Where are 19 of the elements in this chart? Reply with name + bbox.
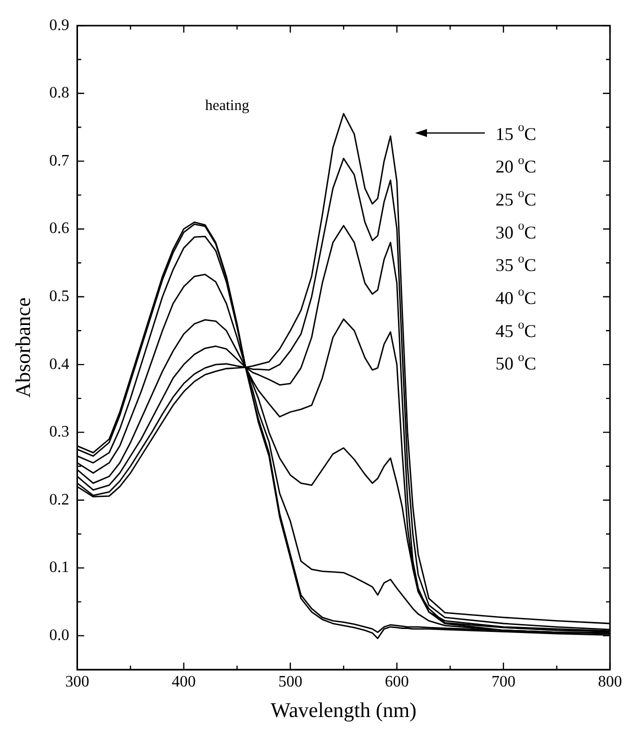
y-tick-label: 0.1 [49, 559, 70, 576]
x-axis-title: Wavelength (nm) [270, 698, 417, 722]
y-tick-label: 0.9 [49, 16, 70, 34]
x-tick-label: 300 [65, 673, 90, 690]
x-tick-label: 400 [172, 673, 196, 690]
y-tick-label: 0.7 [49, 152, 70, 170]
x-tick-label: 700 [491, 673, 516, 690]
y-axis-title: Absorbance [11, 297, 36, 398]
y-tick-label: 0.8 [49, 84, 70, 102]
y-tick-label: 0.0 [49, 626, 70, 644]
x-tick-label: 600 [384, 673, 409, 690]
y-tick-label: 0.2 [49, 491, 70, 508]
y-tick-label: 0.6 [49, 220, 70, 238]
y-tick-label: 0.4 [49, 356, 70, 373]
x-tick-label: 800 [598, 673, 622, 690]
y-tick-label: 0.5 [49, 288, 70, 305]
y-tick-label: 0.3 [49, 424, 70, 441]
annotation: heating [205, 98, 250, 114]
x-tick-label: 500 [278, 673, 302, 690]
